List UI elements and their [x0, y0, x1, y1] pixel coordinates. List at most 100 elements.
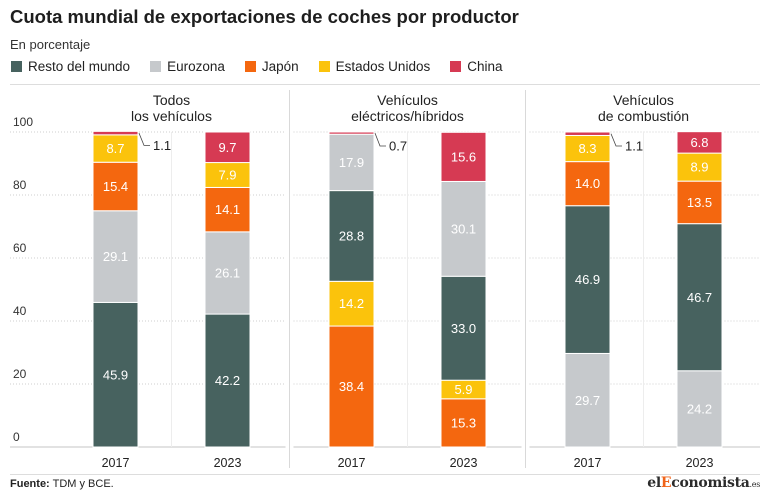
data-label: 8.3 — [578, 141, 596, 156]
x-tick-label: 2023 — [214, 456, 242, 470]
data-label: 30.1 — [451, 221, 476, 236]
leader-line — [138, 132, 150, 146]
y-tick-label: 80 — [13, 178, 27, 192]
data-label: 26.1 — [215, 266, 240, 281]
bar-segment — [204, 131, 251, 164]
footer-divider — [10, 474, 760, 475]
bar-segment — [328, 131, 375, 135]
y-tick-label: 100 — [13, 115, 33, 129]
bar-segment — [440, 131, 487, 182]
x-tick-label: 2017 — [574, 456, 602, 470]
bar-segment — [328, 325, 375, 448]
bar-segment — [92, 210, 139, 303]
bar-segment — [564, 131, 611, 136]
data-label: 29.7 — [575, 393, 600, 408]
data-label: 38.4 — [339, 379, 364, 394]
y-tick-label: 60 — [13, 241, 27, 255]
bar-segment — [440, 180, 487, 277]
panel-title-line: eléctricos/híbridos — [351, 108, 464, 124]
data-label: 7.9 — [218, 168, 236, 183]
data-label: 14.1 — [215, 202, 240, 217]
bar-segment — [328, 280, 375, 327]
bar-segment — [440, 398, 487, 448]
data-label: 46.9 — [575, 272, 600, 287]
legend-label: Estados Unidos — [335, 59, 431, 74]
x-tick-label: 2017 — [102, 456, 130, 470]
legend-item-eurozona: Eurozona — [150, 59, 225, 74]
legend-swatch — [150, 61, 162, 72]
bar-segment — [92, 161, 139, 212]
panel-title-line: Vehículos — [613, 92, 674, 108]
logo-rest: conomista — [671, 475, 750, 491]
bar-segment — [92, 301, 139, 448]
logo-initial: E — [660, 475, 672, 491]
data-label: 29.1 — [103, 249, 128, 264]
bar-segment — [676, 131, 723, 154]
data-label: 13.5 — [687, 195, 712, 210]
data-label: 5.9 — [454, 382, 472, 397]
x-tick-label: 2023 — [450, 456, 478, 470]
logo-prefix: el — [647, 475, 661, 491]
bar-segment — [92, 130, 139, 136]
panel-title-line: los vehículos — [131, 108, 212, 124]
data-label: 45.9 — [103, 367, 128, 382]
bar-segment — [676, 152, 723, 182]
source-note: Fuente: TDM y BCE. — [10, 478, 114, 490]
source-label: Fuente: — [10, 478, 50, 490]
bar-segment — [564, 134, 611, 163]
header-divider — [10, 84, 760, 85]
source-text: TDM y BCE. — [52, 478, 114, 490]
data-label: 17.9 — [339, 155, 364, 170]
panel-title-line: Todos — [153, 92, 190, 108]
logo-tld: .es — [749, 480, 761, 489]
legend-label: Japón — [261, 59, 299, 74]
data-label: 33.0 — [451, 321, 476, 336]
data-label: 15.4 — [103, 179, 128, 194]
bar-segment — [676, 180, 723, 225]
data-label: 0.7 — [389, 139, 407, 154]
legend-label: China — [467, 59, 503, 74]
data-label: 14.2 — [339, 296, 364, 311]
legend-label: Eurozona — [167, 59, 225, 74]
chart-title: Cuota mundial de exportaciones de coches… — [10, 6, 519, 27]
bar-segment — [328, 133, 375, 192]
data-label: 24.2 — [687, 401, 712, 416]
leader-line — [374, 132, 386, 147]
legend-swatch — [318, 61, 330, 72]
legend-label: Resto del mundo — [28, 59, 131, 74]
data-label: 42.2 — [215, 373, 240, 388]
bar-segment — [92, 134, 139, 163]
bar-segment — [440, 275, 487, 381]
data-label: 46.7 — [687, 290, 712, 305]
data-label: 15.6 — [451, 149, 476, 164]
chart-subtitle: En porcentaje — [10, 37, 91, 52]
x-tick-label: 2023 — [686, 456, 714, 470]
bar-segment — [564, 161, 611, 207]
data-label: 6.8 — [690, 135, 708, 150]
legend: Resto del mundo Eurozona Japón Estados U… — [11, 59, 503, 74]
bar-segment — [676, 370, 723, 448]
bar-segment — [328, 190, 375, 282]
y-tick-label: 0 — [13, 430, 20, 444]
data-label: 1.1 — [625, 139, 643, 154]
data-label: 28.8 — [339, 229, 364, 244]
data-label: 14.0 — [575, 176, 600, 191]
y-tick-label: 40 — [13, 304, 27, 318]
bar-segment — [204, 186, 251, 233]
x-tick-label: 2017 — [338, 456, 366, 470]
legend-item-china: China — [450, 59, 503, 74]
data-label: 15.3 — [451, 415, 476, 430]
y-tick-label: 20 — [13, 367, 27, 381]
data-label: 1.1 — [153, 138, 171, 153]
publisher-logo: elEconomista.es — [647, 475, 760, 491]
legend-swatch — [244, 61, 256, 72]
data-label: 9.7 — [218, 140, 236, 155]
data-label: 8.9 — [690, 160, 708, 175]
panel-title-line: de combustión — [598, 108, 689, 124]
leader-line — [610, 133, 622, 147]
legend-swatch — [450, 61, 462, 72]
legend-swatch — [11, 61, 22, 72]
data-label: 8.7 — [106, 141, 124, 156]
